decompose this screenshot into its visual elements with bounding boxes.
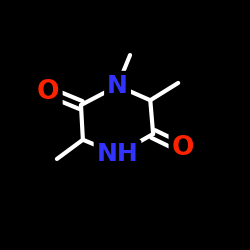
Text: NH: NH	[97, 142, 138, 166]
Text: N: N	[107, 74, 128, 98]
Text: O: O	[172, 136, 194, 162]
Text: O: O	[37, 78, 60, 104]
